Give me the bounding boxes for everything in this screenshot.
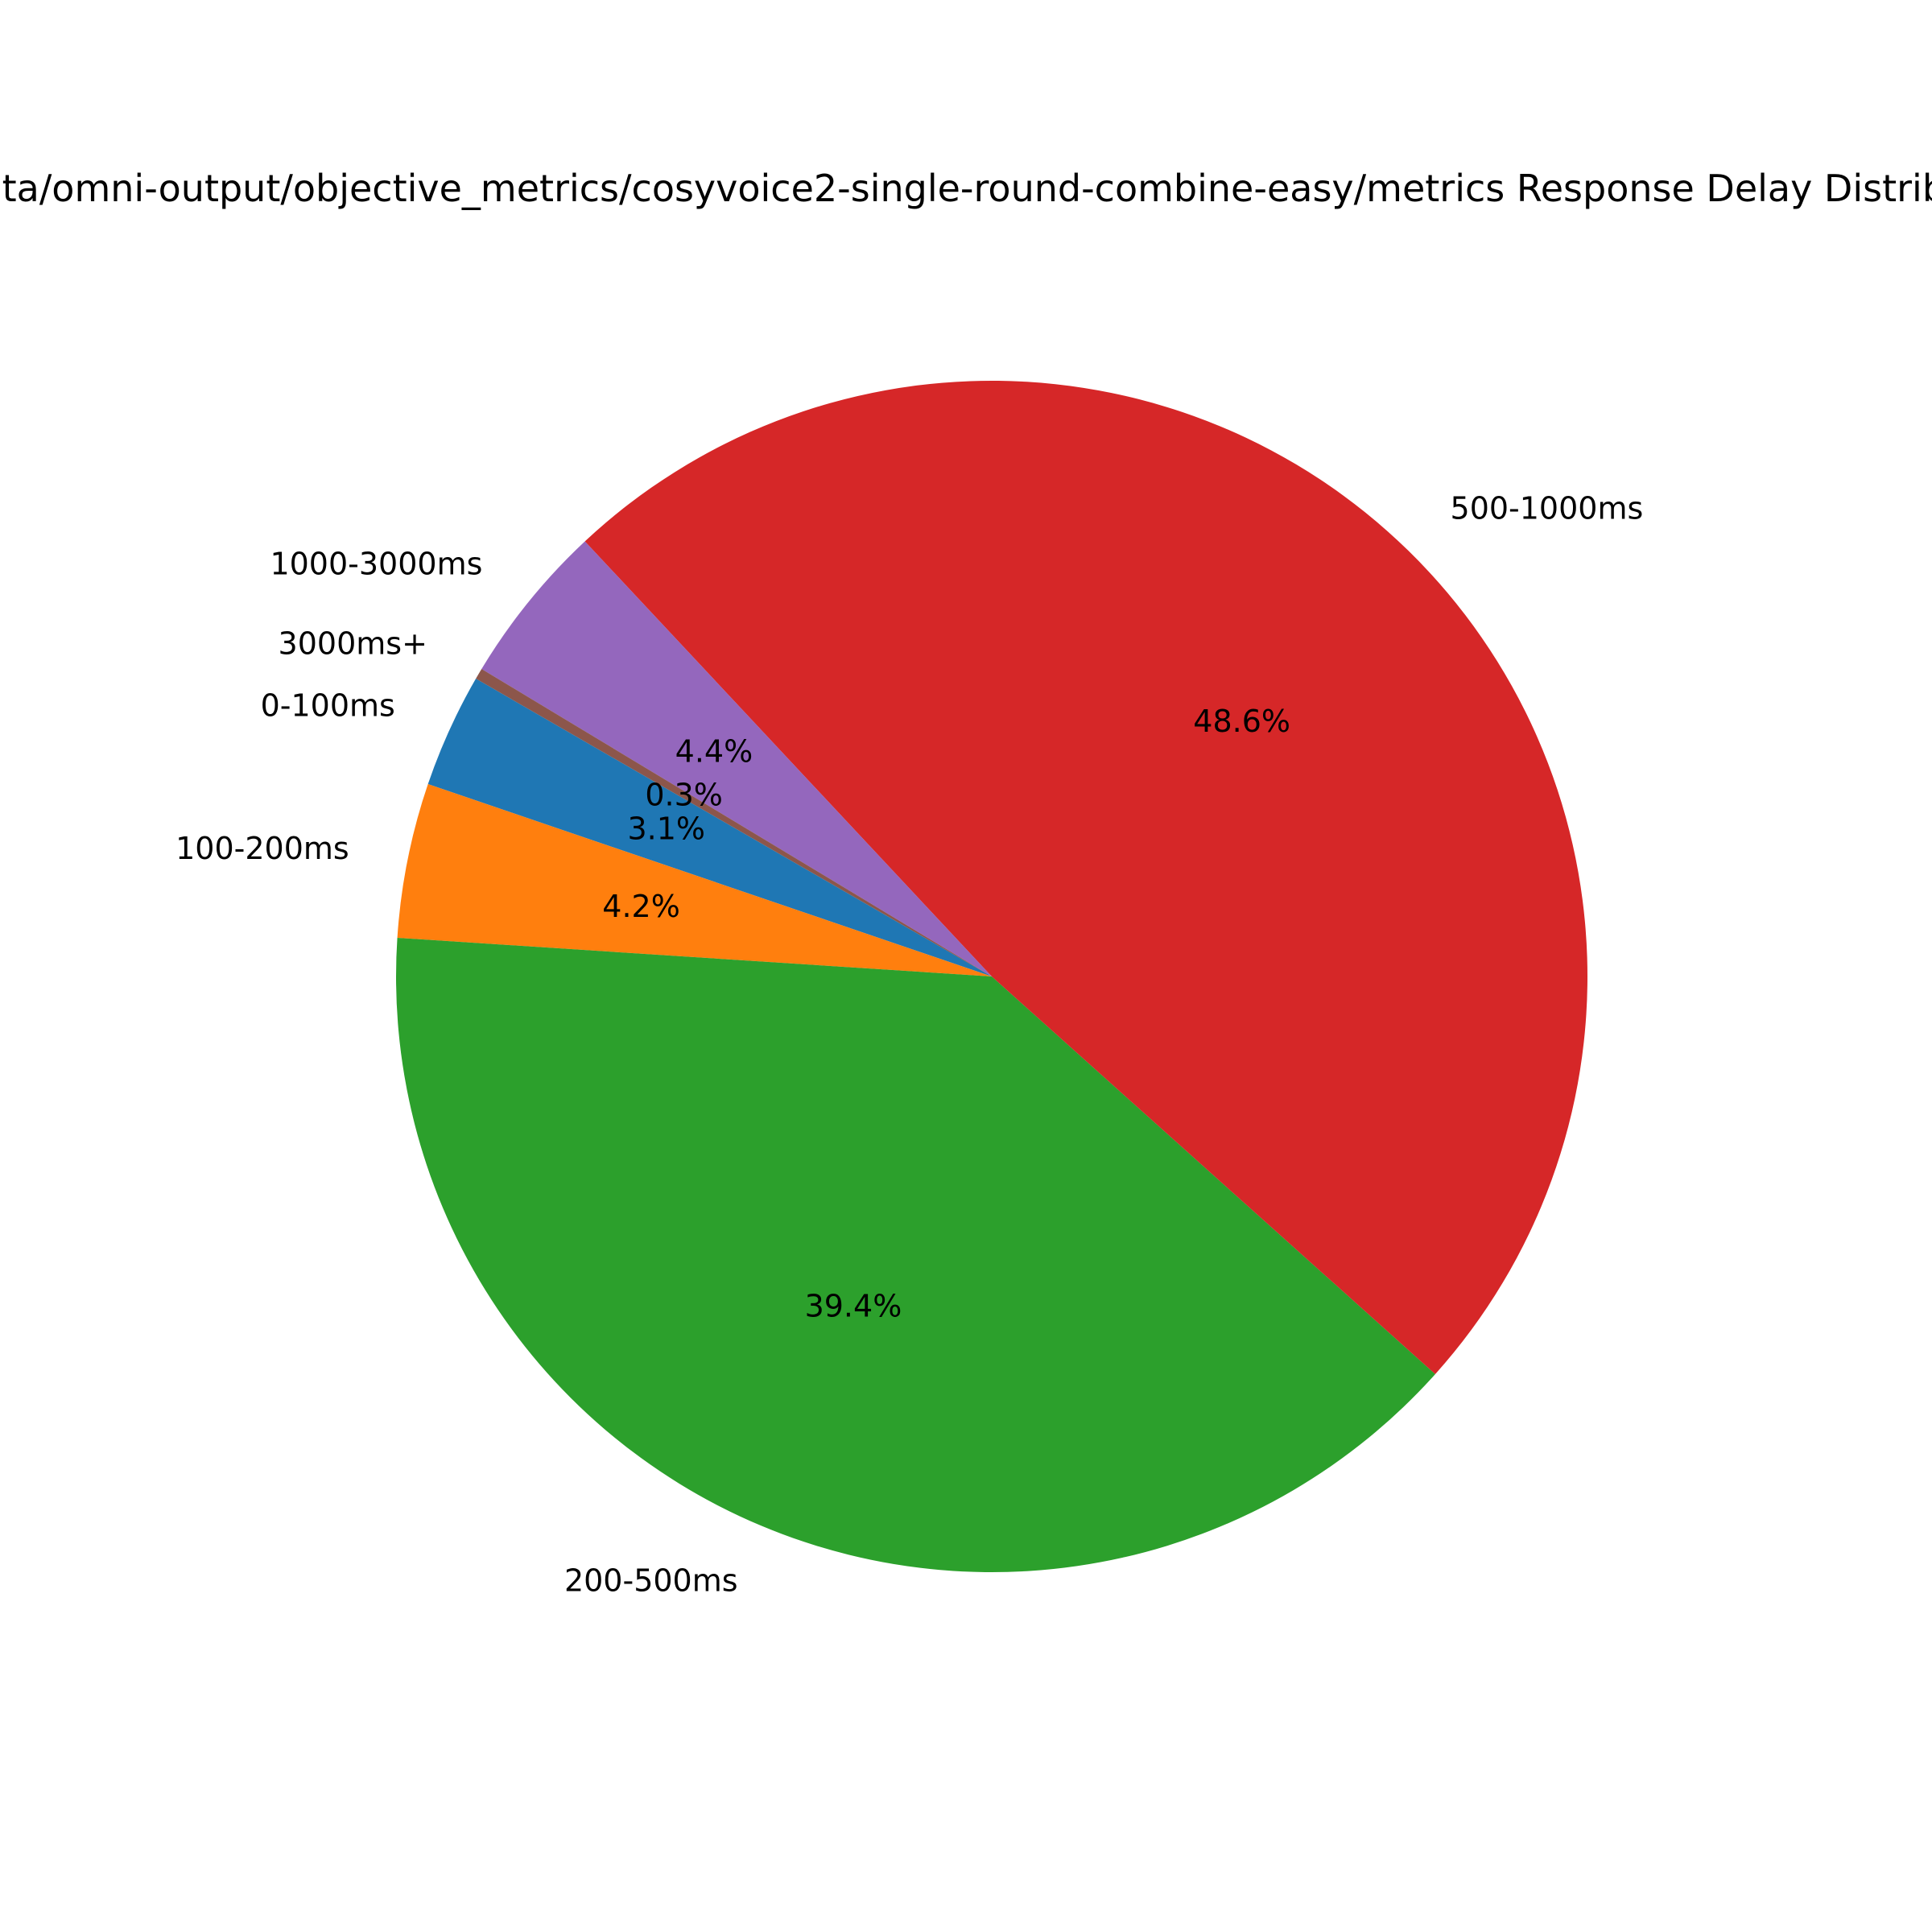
- pie-category-label: 500-1000ms: [1451, 490, 1644, 526]
- pie-slice-500-1000ms: [584, 380, 1588, 1375]
- pie-slices: [395, 380, 1588, 1573]
- pie-pct-label: 4.4%: [675, 734, 753, 770]
- pie-category-label: 0-100ms: [261, 687, 395, 723]
- pie-pct-label: 0.3%: [645, 777, 723, 812]
- pie-slice-1000-3000ms: [481, 541, 992, 976]
- pie-pct-label: 48.6%: [1193, 704, 1290, 739]
- pie-category-label: 1000-3000ms: [270, 547, 482, 582]
- pie-category-label: 100-200ms: [175, 831, 349, 866]
- pie-pct-label: 3.1%: [627, 811, 705, 846]
- pie-category-label: 3000ms+: [279, 625, 427, 661]
- chart-title: /data/omni-output/objective_metrics/cosy…: [0, 167, 1932, 210]
- pie-slice-0-100ms: [427, 679, 992, 976]
- pie-slice-3000ms-: [476, 668, 992, 976]
- pie-slice-100-200ms: [397, 784, 992, 976]
- pie-category-label: 200-500ms: [564, 1563, 738, 1598]
- pie-pct-label: 39.4%: [805, 1288, 902, 1323]
- pie-pct-label: 4.2%: [602, 889, 680, 924]
- pie-slice-200-500ms: [395, 937, 1435, 1573]
- pie-labels: 3.1% 0-100ms 4.2% 100-200ms 39.4% 200-500ms 48…: [175, 490, 1643, 1598]
